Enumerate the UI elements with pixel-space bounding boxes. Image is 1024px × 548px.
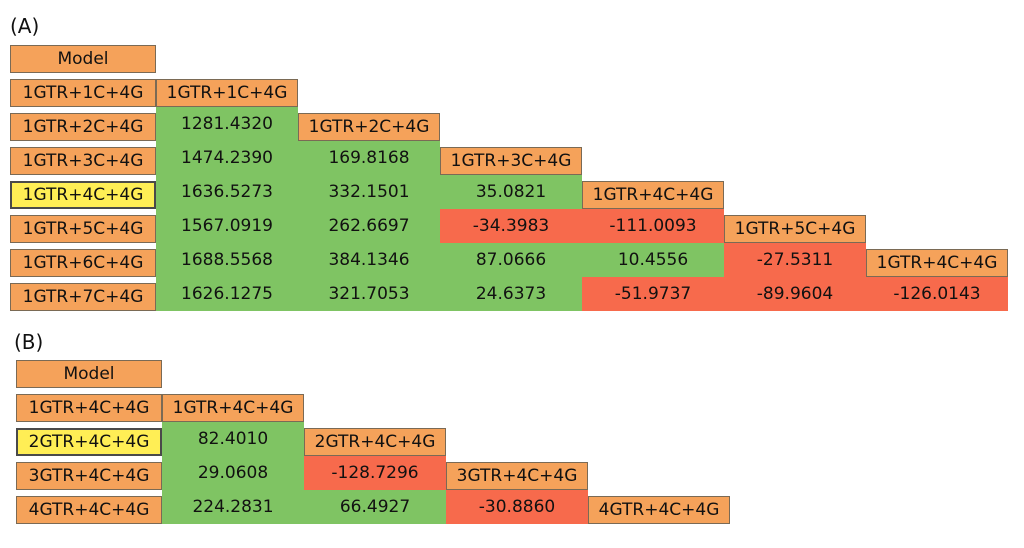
row-header-selected: 1GTR+4C+4G [10,181,156,209]
row-header: 1GTR+1C+4G [10,79,156,107]
value-cell: 1688.5568 [156,243,298,277]
value-cell: 87.0666 [440,243,582,277]
row-header-selected: 2GTR+4C+4G [16,428,162,456]
value-cell: 24.6373 [440,277,582,311]
value-cell: 66.4927 [304,490,446,524]
value-cell: -126.0143 [866,277,1008,311]
value-cell: 169.8168 [298,141,440,175]
column-header: 1GTR+4C+4G [582,181,724,209]
corner-header: Model [10,45,156,73]
value-cell: 224.2831 [162,490,304,524]
panel-label: (B) [14,330,44,354]
column-header: 1GTR+2C+4G [298,113,440,141]
column-header: 1GTR+4C+4G [162,394,304,422]
column-header: 4GTR+4C+4G [588,496,730,524]
value-cell: 82.4010 [162,422,304,456]
value-cell: -34.3983 [440,209,582,243]
value-cell: 1567.0919 [156,209,298,243]
value-cell: -89.9604 [724,277,866,311]
column-header: 1GTR+4C+4G [866,249,1008,277]
column-header: 1GTR+1C+4G [156,79,298,107]
value-cell: 1474.2390 [156,141,298,175]
row-header: 3GTR+4C+4G [16,462,162,490]
value-cell: 321.7053 [298,277,440,311]
column-header: 1GTR+3C+4G [440,147,582,175]
value-cell: 10.4556 [582,243,724,277]
row-header: 1GTR+6C+4G [10,249,156,277]
value-cell: -27.5311 [724,243,866,277]
value-cell: 262.6697 [298,209,440,243]
value-cell: -51.9737 [582,277,724,311]
value-cell: 1626.1275 [156,277,298,311]
value-cell: -30.8860 [446,490,588,524]
value-cell: 332.1501 [298,175,440,209]
corner-header: Model [16,360,162,388]
value-cell: 35.0821 [440,175,582,209]
column-header: 2GTR+4C+4G [304,428,446,456]
panel-label: (A) [10,14,40,38]
value-cell: -128.7296 [304,456,446,490]
value-cell: 384.1346 [298,243,440,277]
value-cell: 1281.4320 [156,107,298,141]
value-cell: 1636.5273 [156,175,298,209]
row-header: 4GTR+4C+4G [16,496,162,524]
row-header: 1GTR+2C+4G [10,113,156,141]
column-header: 1GTR+5C+4G [724,215,866,243]
value-cell: 29.0608 [162,456,304,490]
value-cell: -111.0093 [582,209,724,243]
row-header: 1GTR+7C+4G [10,283,156,311]
column-header: 3GTR+4C+4G [446,462,588,490]
row-header: 1GTR+4C+4G [16,394,162,422]
row-header: 1GTR+3C+4G [10,147,156,175]
row-header: 1GTR+5C+4G [10,215,156,243]
